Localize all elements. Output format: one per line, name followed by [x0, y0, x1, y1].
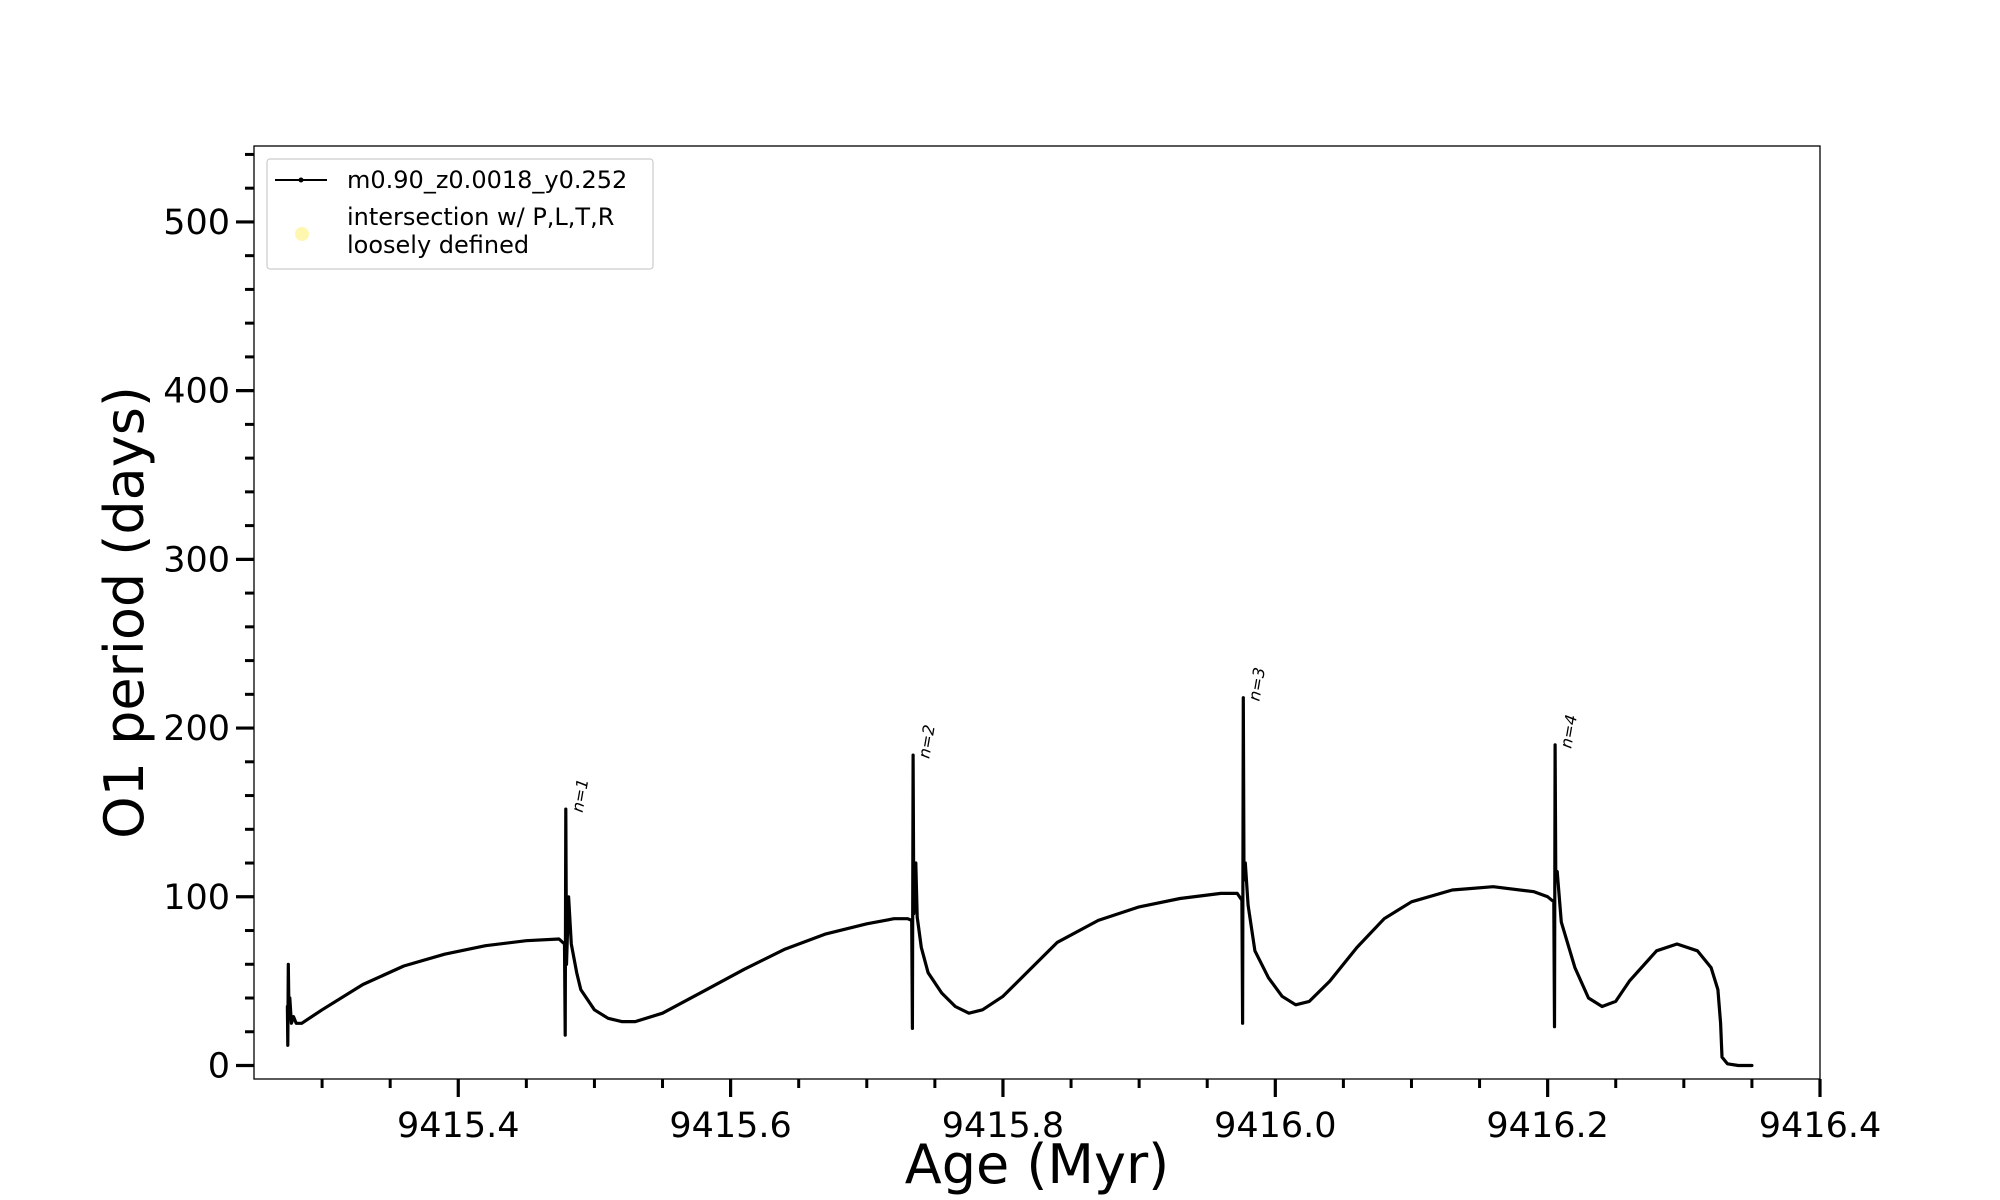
legend: m0.90_z0.0018_y0.252 intersection w/ P,L…: [266, 158, 654, 270]
series-line: [285, 696, 1754, 1068]
legend-entry-line: intersection w/ P,L,T,R: [347, 203, 614, 231]
y-tick-label: 100: [163, 878, 230, 918]
annotations: n=1 n=2 n=3 n=4: [568, 666, 1581, 814]
y-tick-label: 500: [163, 203, 230, 243]
legend-entry-series: m0.90_z0.0018_y0.252: [347, 166, 627, 194]
x-tick-label: 9416.4: [1759, 1106, 1881, 1146]
legend-circle-marker: [295, 227, 309, 241]
y-tick-label: 400: [163, 372, 230, 412]
pulse-annotation: n=1: [568, 777, 593, 814]
y-axis: 0 100 200 300 400 500: [163, 152, 254, 1087]
x-tick-label: 9415.6: [669, 1106, 791, 1146]
x-tick-label: 9415.4: [397, 1106, 519, 1146]
pulse-annotation: n=2: [914, 723, 939, 760]
legend-entry-intersection: intersection w/ P,L,T,R loosely defined: [347, 203, 614, 259]
y-tick-label: 300: [163, 540, 230, 580]
x-tick-label: 9415.8: [942, 1106, 1064, 1146]
legend-line-dot: [298, 177, 304, 183]
legend-entry-line: loosely defined: [347, 231, 529, 259]
y-tick-label: 200: [163, 709, 230, 749]
x-axis-label: Age (Myr): [905, 1133, 1170, 1196]
pulse-annotation: n=3: [1245, 666, 1270, 703]
x-tick-label: 9416.0: [1214, 1106, 1336, 1146]
pulse-annotation: n=4: [1556, 713, 1581, 750]
x-tick-label: 9416.2: [1486, 1106, 1608, 1146]
plot-frame: [253, 145, 1821, 1080]
x-axis: 9415.4 9415.6 9415.8 9416.0 9416.2 9416.4: [320, 1079, 1881, 1146]
y-axis-label: O1 period (days): [93, 386, 156, 839]
legend-box: [266, 158, 654, 270]
y-tick-label: 0: [208, 1047, 230, 1087]
